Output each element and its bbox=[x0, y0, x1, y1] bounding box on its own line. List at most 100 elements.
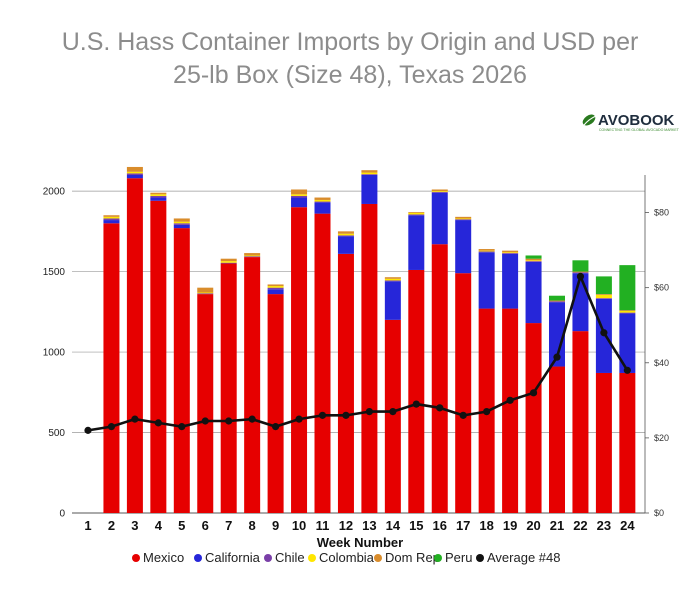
x-tick-label: 23 bbox=[597, 518, 611, 533]
left-tick-label: 2000 bbox=[43, 187, 66, 198]
legend-marker bbox=[308, 554, 316, 562]
bar-california bbox=[525, 261, 542, 324]
legend-marker bbox=[476, 554, 484, 562]
x-tick-label: 18 bbox=[479, 518, 493, 533]
average-point bbox=[342, 411, 350, 419]
bar-colombia bbox=[220, 261, 237, 263]
x-tick-label: 9 bbox=[272, 518, 279, 533]
bar-mexico bbox=[619, 372, 636, 513]
bar-chile bbox=[291, 195, 308, 198]
bar-dom-rep bbox=[173, 218, 190, 222]
bar-chile bbox=[502, 253, 519, 254]
bar-dom-rep bbox=[502, 250, 519, 253]
x-tick-label: 19 bbox=[503, 518, 517, 533]
average-point bbox=[553, 353, 561, 361]
bar-chile bbox=[126, 173, 143, 175]
bar-chile bbox=[455, 219, 472, 221]
bar-peru bbox=[525, 255, 542, 259]
bar-colombia bbox=[619, 311, 636, 313]
legend-label: Colombia bbox=[319, 550, 375, 565]
x-tick-label: 2 bbox=[108, 518, 115, 533]
legend-label: Dom Rep bbox=[385, 550, 440, 565]
bar-mexico bbox=[126, 178, 143, 513]
bar-colombia bbox=[126, 171, 143, 174]
legend-label: Chile bbox=[275, 550, 305, 565]
bars bbox=[103, 166, 636, 514]
right-tick-label: $80 bbox=[654, 208, 669, 218]
right-tick-label: $40 bbox=[654, 358, 669, 368]
bar-california bbox=[384, 281, 401, 320]
legend-label: Average #48 bbox=[487, 550, 561, 565]
average-point bbox=[506, 396, 514, 404]
x-tick-label: 8 bbox=[249, 518, 256, 533]
bar-dom-rep bbox=[572, 271, 589, 273]
bar-colombia bbox=[197, 292, 214, 294]
bar-dom-rep bbox=[361, 170, 378, 173]
bar-chile bbox=[431, 191, 448, 193]
bar-colombia bbox=[267, 286, 284, 288]
bar-mexico bbox=[361, 203, 378, 513]
chart-title-line-1: U.S. Hass Container Imports by Origin an… bbox=[62, 28, 639, 56]
logo-tagline: CONNECTING THE GLOBAL AVOCADO MARKET bbox=[599, 128, 680, 132]
x-tick-label: 20 bbox=[526, 518, 540, 533]
left-tick-label: 0 bbox=[59, 509, 65, 520]
bar-mexico bbox=[197, 294, 214, 513]
bar-colombia bbox=[502, 252, 519, 254]
legend-marker bbox=[194, 554, 202, 562]
left-tick-label: 1000 bbox=[43, 348, 66, 359]
x-axis-title: Week Number bbox=[317, 535, 403, 550]
chart-title-line-2: 25-lb Box (Size 48), Texas 2026 bbox=[173, 61, 527, 89]
average-point bbox=[412, 400, 420, 408]
bar-colombia bbox=[384, 278, 401, 281]
bar-california bbox=[173, 224, 190, 229]
bar-colombia bbox=[431, 191, 448, 192]
legend-marker bbox=[132, 554, 140, 562]
bar-mexico bbox=[220, 263, 237, 513]
avobook-logo: AVOBOOK CONNECTING THE GLOBAL AVOCADO MA… bbox=[582, 112, 680, 132]
bar-chile bbox=[267, 287, 284, 290]
x-tick-label: 5 bbox=[178, 518, 185, 533]
x-tick-label: 21 bbox=[550, 518, 564, 533]
bar-chile bbox=[619, 312, 636, 314]
bar-mexico bbox=[337, 253, 354, 513]
average-point bbox=[623, 366, 631, 374]
bar-dom-rep bbox=[197, 287, 214, 293]
x-tick-label: 22 bbox=[573, 518, 587, 533]
bar-mexico bbox=[502, 308, 519, 513]
average-point bbox=[272, 423, 280, 431]
x-tick-label: 16 bbox=[433, 518, 447, 533]
bar-dom-rep bbox=[314, 197, 331, 200]
bar-dom-rep bbox=[337, 231, 354, 234]
bar-colombia bbox=[150, 194, 167, 196]
bar-dom-rep bbox=[103, 215, 120, 217]
bar-dom-rep bbox=[478, 249, 495, 251]
average-point bbox=[84, 426, 92, 434]
legend-label: Peru bbox=[445, 550, 472, 565]
bar-mexico bbox=[408, 269, 425, 513]
bar-chile bbox=[572, 272, 589, 274]
bar-dom-rep bbox=[455, 216, 472, 219]
x-tick-label: 24 bbox=[620, 518, 635, 533]
x-tick-label: 7 bbox=[225, 518, 232, 533]
legend: Mexico California Chile Colombia Dom Rep Peru… bbox=[132, 550, 561, 565]
bar-california bbox=[267, 289, 284, 295]
bar-california bbox=[478, 252, 495, 309]
average-point bbox=[295, 415, 303, 423]
bar-colombia bbox=[291, 194, 308, 196]
bar-mexico bbox=[384, 319, 401, 513]
logo-wordmark: AVOBOOK bbox=[598, 112, 675, 129]
x-tick-label: 14 bbox=[386, 518, 401, 533]
legend-marker bbox=[264, 554, 272, 562]
average-point bbox=[201, 417, 209, 425]
bar-chile bbox=[314, 201, 331, 203]
x-tick-label: 10 bbox=[292, 518, 306, 533]
bar-chile bbox=[595, 298, 612, 299]
bar-colombia bbox=[408, 212, 425, 215]
left-tick-label: 1500 bbox=[43, 267, 66, 278]
bar-colombia bbox=[337, 233, 354, 236]
bar-peru bbox=[572, 260, 589, 272]
bar-dom-rep bbox=[431, 189, 448, 192]
bar-peru bbox=[619, 265, 636, 311]
average-point bbox=[459, 411, 467, 419]
